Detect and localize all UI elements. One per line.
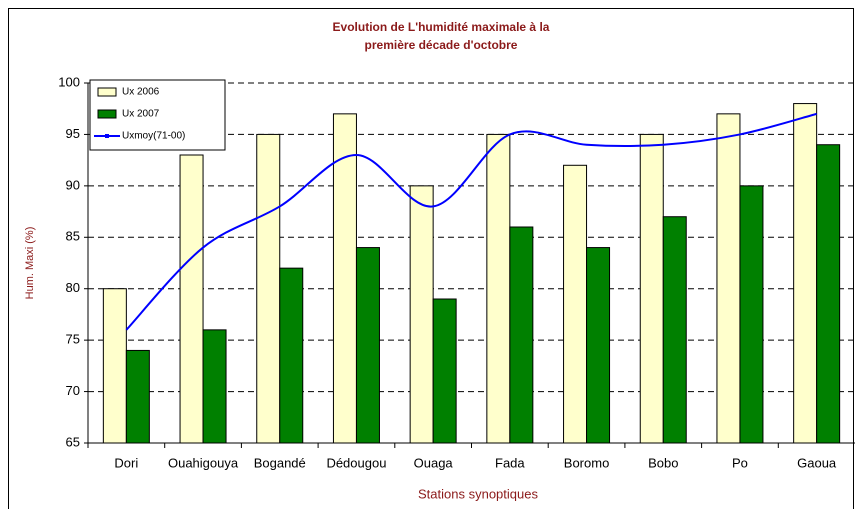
bar (563, 164, 588, 444)
x-tick-label: Gaoua (797, 455, 837, 470)
bar (793, 103, 818, 444)
x-tick-label: Ouaga (414, 455, 454, 470)
legend-swatch (97, 109, 117, 119)
legend-label: Ux 2007 (122, 109, 160, 120)
bar (816, 144, 841, 444)
legend-swatch (97, 87, 117, 97)
line (125, 112, 817, 331)
x-tick-label: Bobo (648, 455, 678, 470)
bar (179, 154, 204, 444)
bar (409, 185, 434, 444)
bar (716, 113, 741, 444)
x-tick-label: Boromo (564, 455, 610, 470)
bar (586, 247, 611, 444)
bar (125, 349, 150, 444)
bar (432, 298, 457, 444)
chart-title: Evolution de L'humidité maximale à la (333, 20, 550, 34)
x-tick-label: Po (732, 455, 748, 470)
y-axis-label: Hum. Maxi (%) (24, 227, 36, 300)
y-tick-label: 75 (66, 332, 80, 347)
legend-label: Ux 2006 (122, 87, 160, 98)
y-tick-label: 80 (66, 280, 80, 295)
y-tick-label: 65 (66, 434, 80, 449)
bar (739, 185, 764, 444)
x-tick-label: Dori (114, 455, 138, 470)
bar (662, 216, 687, 444)
bar (355, 247, 380, 444)
y-tick-label: 100 (58, 74, 80, 89)
bar (279, 267, 304, 444)
bar (332, 113, 357, 444)
x-axis-label: Stations synoptiques (418, 486, 538, 501)
x-tick-label: Dédougou (326, 455, 386, 470)
y-tick-label: 85 (66, 229, 80, 244)
legend-label: Uxmoy(71-00) (122, 131, 185, 142)
x-tick-label: Bogandé (254, 455, 306, 470)
x-tick-label: Ouahigouya (168, 455, 239, 470)
y-tick-label: 90 (66, 177, 80, 192)
x-tick-label: Fada (495, 455, 525, 470)
bar (486, 133, 511, 444)
bar (202, 329, 227, 444)
legend-marker (105, 134, 109, 138)
bar (102, 288, 127, 444)
chart-title: première décade d'octobre (365, 38, 518, 52)
bar (639, 133, 664, 444)
bar (509, 226, 534, 444)
y-tick-label: 70 (66, 383, 80, 398)
bar (256, 133, 281, 444)
y-tick-label: 95 (66, 126, 80, 141)
